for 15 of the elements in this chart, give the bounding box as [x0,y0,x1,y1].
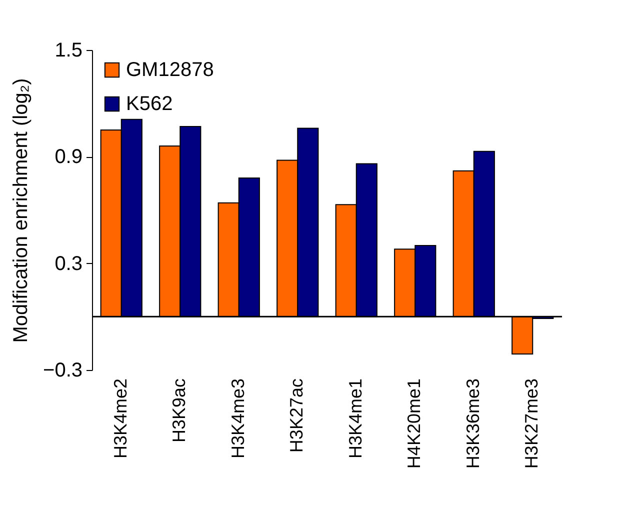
legend-label: GM12878 [126,59,214,81]
x-tick-label: H3K9ac [169,378,190,443]
y-tick-label: 0.3 [54,252,82,275]
x-tick-label: H3K4me1 [345,378,366,459]
legend-label: K562 [126,93,173,115]
y-tick-label: −0.3 [43,360,82,382]
x-tick-label: H3K27me3 [522,378,542,469]
x-tick-label: H3K4me3 [228,378,248,459]
x-tick-label: H4K20me1 [404,378,424,469]
y-tick-label: 0.9 [54,146,82,168]
y-axis-title: Modification enrichment (log₂) [10,78,32,343]
x-tick-label: H3K4me2 [110,378,130,459]
x-tick-label: H3K27ac [286,378,307,453]
x-tick-label: H3K36me3 [462,378,483,469]
y-tick-label: 1.5 [54,40,82,62]
